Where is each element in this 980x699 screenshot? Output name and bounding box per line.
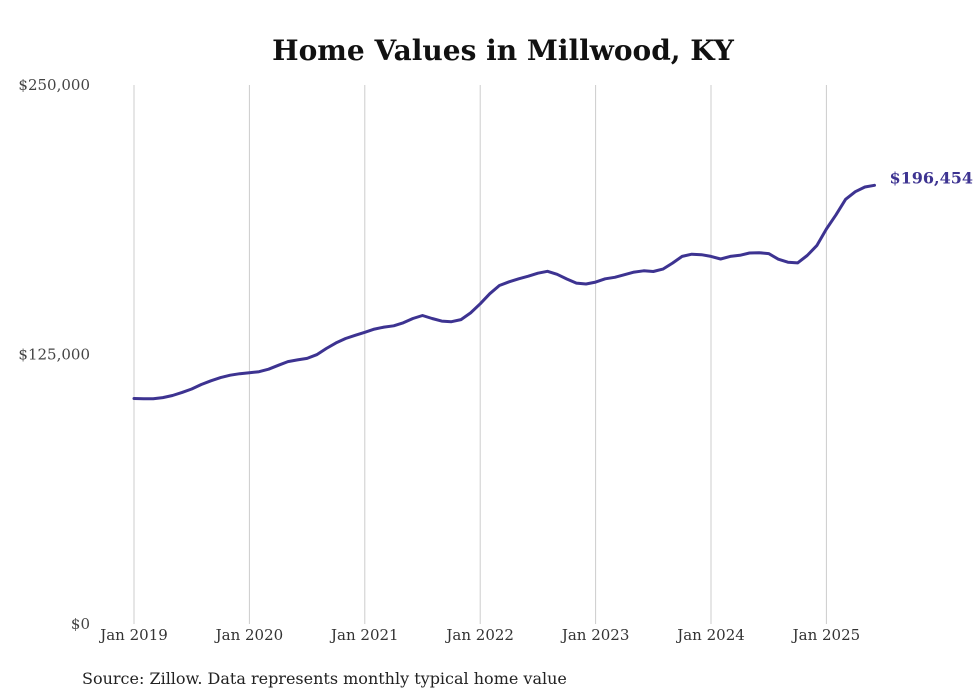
x-tick-label: Jan 2023 bbox=[560, 626, 630, 644]
chart-title: Home Values in Millwood, KY bbox=[272, 34, 735, 67]
y-tick-label: $125,000 bbox=[18, 346, 90, 364]
x-tick-label: Jan 2021 bbox=[329, 626, 399, 644]
y-axis-ticks: $0 $125,000 $250,000 bbox=[18, 76, 90, 633]
x-axis-ticks: Jan 2019 Jan 2020 Jan 2021 Jan 2022 Jan 2023… bbox=[98, 626, 860, 644]
end-value-label: $196,454 bbox=[889, 168, 973, 187]
x-tick-label: Jan 2019 bbox=[98, 626, 168, 644]
x-tick-label: Jan 2020 bbox=[214, 626, 284, 644]
gridlines bbox=[133, 85, 827, 624]
home-value-line bbox=[132, 183, 876, 401]
y-tick-label: $0 bbox=[71, 615, 90, 633]
source-note: Source: Zillow. Data represents monthly … bbox=[82, 669, 567, 688]
x-tick-label: Jan 2022 bbox=[444, 626, 514, 644]
y-tick-label: $250,000 bbox=[18, 76, 90, 94]
x-tick-label: Jan 2025 bbox=[791, 626, 861, 644]
x-tick-label: Jan 2024 bbox=[675, 626, 745, 644]
